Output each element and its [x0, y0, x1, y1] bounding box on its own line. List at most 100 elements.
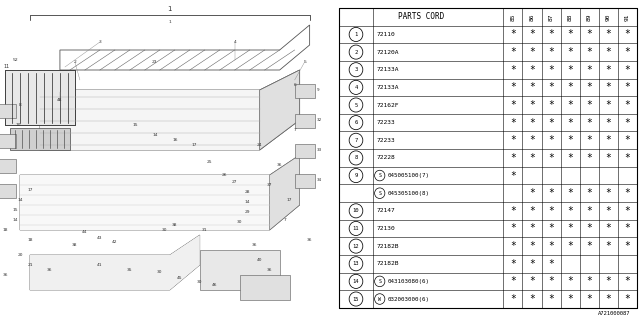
Text: 23: 23: [152, 60, 157, 64]
Text: 72110: 72110: [377, 32, 396, 37]
Text: 42: 42: [112, 240, 118, 244]
Text: 25: 25: [207, 160, 212, 164]
Text: 17: 17: [192, 143, 198, 147]
Text: 12: 12: [353, 244, 359, 249]
Polygon shape: [20, 155, 300, 230]
Text: *: *: [548, 259, 554, 269]
Text: 85: 85: [511, 13, 515, 20]
Text: 14: 14: [17, 198, 23, 202]
Text: *: *: [605, 135, 611, 145]
Text: *: *: [567, 241, 573, 251]
Text: 032003000(6): 032003000(6): [387, 297, 429, 301]
Text: *: *: [529, 223, 535, 234]
Text: A721000087: A721000087: [598, 311, 630, 316]
Text: 36: 36: [307, 238, 312, 242]
Text: 34: 34: [317, 178, 322, 182]
Text: *: *: [510, 206, 516, 216]
Text: *: *: [529, 188, 535, 198]
Text: *: *: [510, 153, 516, 163]
Text: 14: 14: [12, 218, 18, 222]
Text: *: *: [510, 118, 516, 128]
Text: 8: 8: [19, 103, 21, 107]
Text: 33: 33: [317, 148, 322, 152]
Text: *: *: [510, 171, 516, 180]
Text: 17: 17: [287, 198, 292, 202]
Text: 15: 15: [353, 297, 359, 301]
Polygon shape: [269, 155, 300, 230]
Text: *: *: [548, 47, 554, 57]
Text: 86: 86: [529, 13, 534, 20]
Polygon shape: [30, 235, 200, 290]
Text: *: *: [548, 135, 554, 145]
Bar: [0, 134, 16, 148]
Text: 72133A: 72133A: [377, 85, 399, 90]
Text: 35: 35: [127, 268, 132, 272]
Text: 2: 2: [355, 50, 358, 55]
Text: *: *: [548, 223, 554, 234]
Text: 4: 4: [234, 40, 236, 44]
Text: 9: 9: [355, 173, 358, 178]
Text: 1: 1: [168, 6, 172, 12]
Bar: [294, 84, 315, 98]
Text: 26: 26: [222, 173, 227, 177]
Text: *: *: [567, 29, 573, 39]
Bar: [0, 104, 16, 118]
Text: 045305100(8): 045305100(8): [387, 191, 429, 196]
Text: 72182B: 72182B: [377, 261, 399, 266]
Text: 40: 40: [257, 258, 262, 262]
Text: *: *: [529, 47, 535, 57]
Text: 1: 1: [355, 32, 358, 37]
Text: 72147: 72147: [377, 208, 396, 213]
Text: *: *: [510, 276, 516, 286]
Text: 90: 90: [606, 13, 611, 20]
Text: 36: 36: [3, 273, 8, 277]
Text: 31: 31: [202, 228, 207, 232]
Bar: [240, 275, 290, 300]
Text: 72233: 72233: [377, 138, 396, 143]
Text: *: *: [510, 29, 516, 39]
Text: *: *: [605, 82, 611, 92]
Text: 14: 14: [245, 200, 250, 204]
Text: W: W: [378, 297, 381, 301]
Text: *: *: [567, 82, 573, 92]
Text: *: *: [586, 47, 592, 57]
Text: *: *: [529, 153, 535, 163]
Text: *: *: [605, 65, 611, 75]
Text: 16: 16: [172, 138, 177, 142]
Text: *: *: [548, 29, 554, 39]
Text: 30: 30: [237, 220, 243, 224]
Text: *: *: [510, 135, 516, 145]
Text: *: *: [586, 82, 592, 92]
Text: 13: 13: [353, 261, 359, 266]
Text: 14: 14: [353, 279, 359, 284]
Text: 44: 44: [82, 230, 88, 234]
Text: *: *: [625, 223, 630, 234]
Text: 41: 41: [97, 263, 102, 267]
Polygon shape: [260, 70, 300, 150]
Text: *: *: [529, 29, 535, 39]
Text: 89: 89: [587, 13, 592, 20]
Text: 72233: 72233: [377, 120, 396, 125]
Text: *: *: [548, 294, 554, 304]
Text: *: *: [625, 153, 630, 163]
Text: 30: 30: [197, 280, 202, 284]
Text: 43: 43: [97, 236, 102, 240]
Text: *: *: [625, 29, 630, 39]
Text: *: *: [567, 47, 573, 57]
Text: *: *: [605, 100, 611, 110]
Text: *: *: [586, 294, 592, 304]
Text: 3: 3: [99, 40, 101, 44]
Text: 043103080(6): 043103080(6): [387, 279, 429, 284]
Text: 87: 87: [548, 13, 554, 20]
Text: 72182B: 72182B: [377, 244, 399, 249]
Text: *: *: [548, 153, 554, 163]
Text: 24: 24: [257, 143, 262, 147]
Text: *: *: [625, 135, 630, 145]
Text: *: *: [625, 206, 630, 216]
Text: 30: 30: [162, 228, 168, 232]
Text: *: *: [625, 188, 630, 198]
Text: S: S: [378, 279, 381, 284]
Text: 52: 52: [12, 58, 18, 62]
Text: 18: 18: [3, 228, 8, 232]
Text: *: *: [510, 47, 516, 57]
